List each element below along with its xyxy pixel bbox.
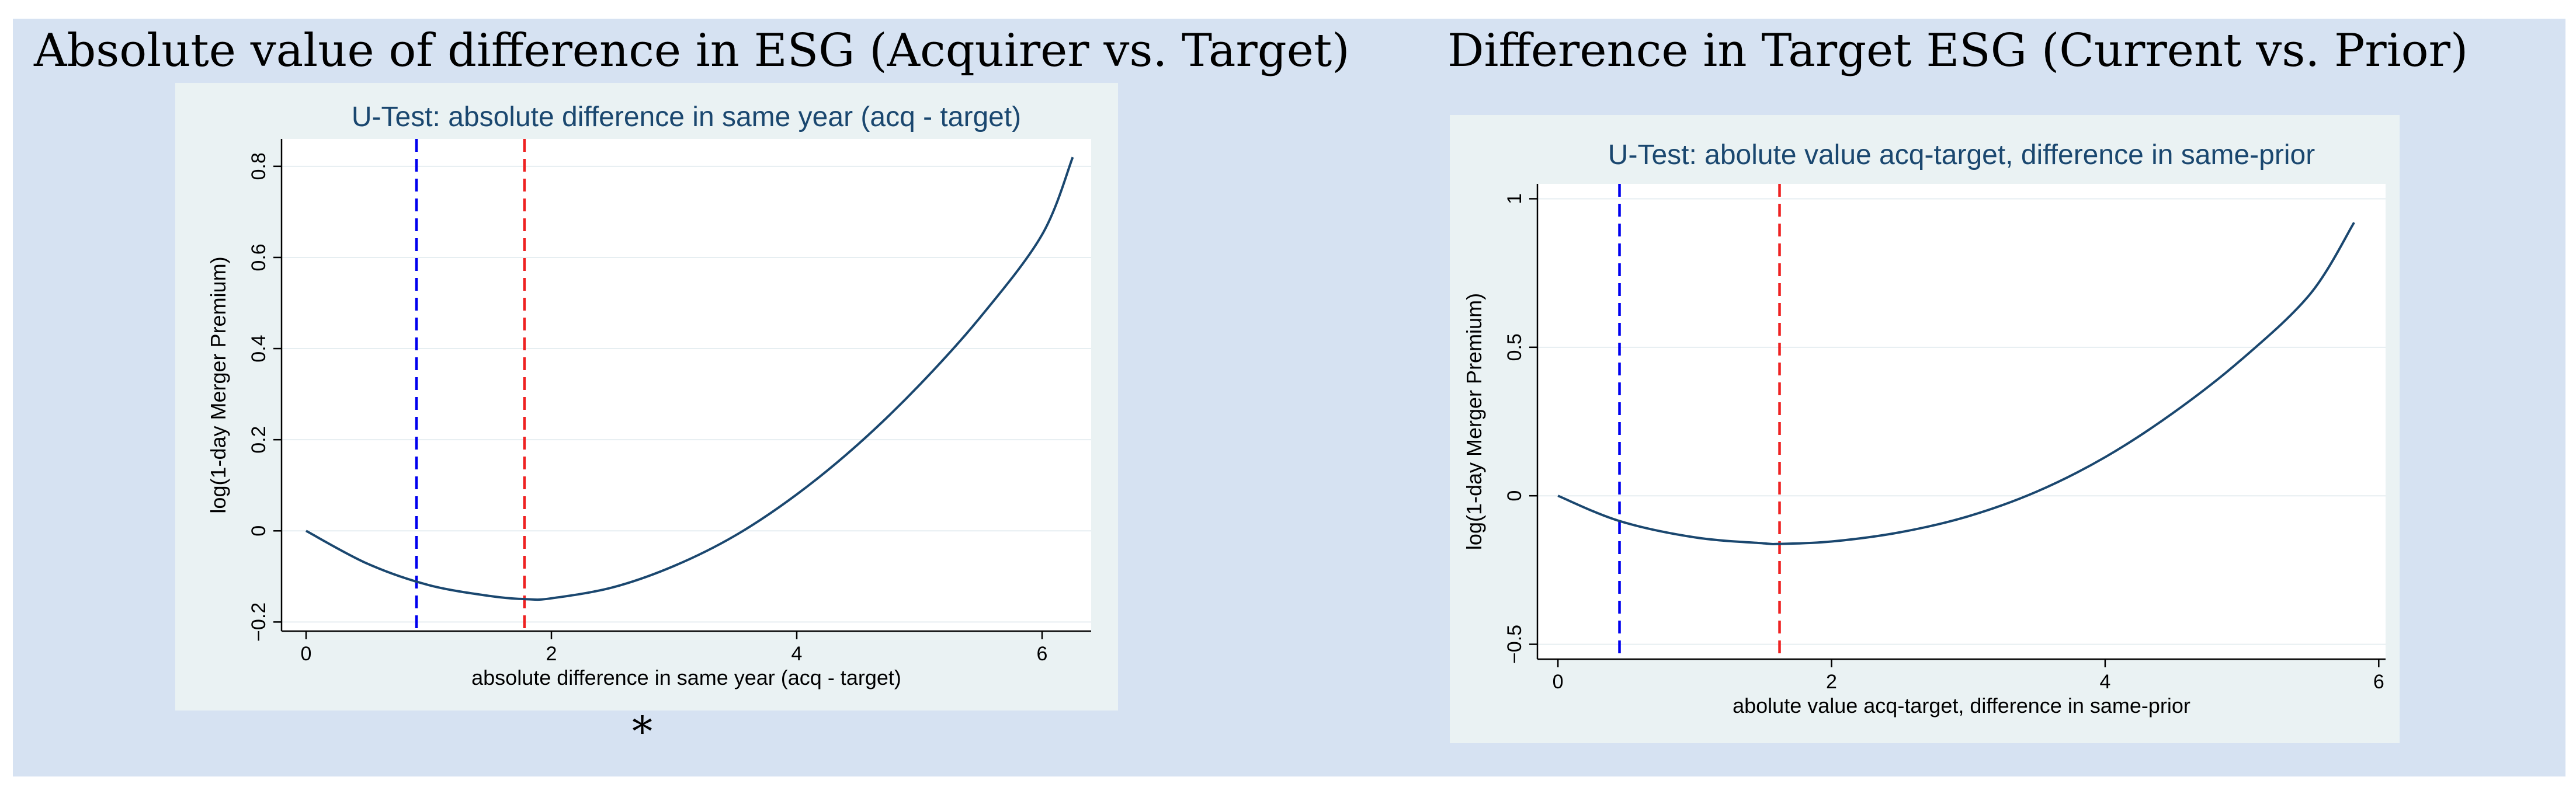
chart1-series-line-0 — [1557, 222, 2355, 545]
chart0-x-tick-label-1: 2 — [546, 643, 557, 665]
chart1-y-axis-label: log(1-day Merger Premium) — [1462, 293, 1486, 550]
chart1-x-tick-label-2: 4 — [2099, 671, 2110, 693]
left-chart: 0 2 4 6 −0.2 0 0.2 0.4 0.6 0.8 U-Test: absolute di… — [206, 102, 1091, 689]
chart0-y-tick-label-2: 0.2 — [248, 426, 270, 454]
chart0-title: U-Test: absolute difference in same year… — [352, 102, 1021, 133]
chart0-y-tick-label-0: −0.2 — [248, 603, 270, 642]
chart1-x-tick-label-1: 2 — [1826, 671, 1837, 693]
left-chart-panel: 0 2 4 6 −0.2 0 0.2 0.4 0.6 0.8 U-Test: absolute di… — [175, 83, 1118, 711]
chart1-y-tick-label-0: −0.5 — [1504, 625, 1526, 664]
chart0-series-line-0 — [305, 156, 1074, 601]
chart1-x-tick-label-3: 6 — [2373, 671, 2384, 693]
chart0-x-tick-label-0: 0 — [301, 643, 312, 665]
chart1-y-tick-label-1: 0 — [1504, 490, 1526, 502]
right-heading: Difference in Target ESG (Current vs. Pr… — [1447, 25, 2469, 77]
chart0-x-tick-label-3: 6 — [1037, 643, 1048, 665]
chart1-x-axis-label: abolute value acq-target, difference in … — [1733, 694, 2190, 718]
chart0-y-tick-label-3: 0.4 — [248, 335, 270, 362]
chart1-y-tick-label-2: 0.5 — [1504, 333, 1526, 361]
chart1-title: U-Test: abolute value acq-target, differ… — [1608, 140, 2315, 170]
chart0-x-tick-label-2: 4 — [791, 643, 803, 665]
chart1-y-tick-label-3: 1 — [1504, 193, 1526, 204]
chart0-y-tick-label-1: 0 — [248, 525, 270, 537]
chart0-y-tick-label-5: 0.8 — [248, 152, 270, 180]
chart0-y-axis-label: log(1-day Merger Premium) — [206, 256, 230, 513]
chart0-x-axis-label: absolute difference in same year (acq - … — [471, 666, 901, 689]
slide-background: Absolute value of difference in ESG (Acq… — [13, 19, 2565, 776]
chart0-plot-area — [282, 139, 1091, 631]
chart0-y-tick-label-4: 0.6 — [248, 243, 270, 271]
left-heading: Absolute value of difference in ESG (Acq… — [34, 25, 1350, 77]
right-chart: 0 2 4 6 −0.5 0 0.5 1 U-Test: abolute value acq-t… — [1462, 140, 2386, 718]
footnote-marker: * — [632, 708, 652, 755]
right-chart-panel: 0 2 4 6 −0.5 0 0.5 1 U-Test: abolute value acq-t… — [1450, 115, 2400, 743]
chart1-x-tick-label-0: 0 — [1553, 671, 1564, 693]
chart1-plot-area — [1537, 184, 2386, 659]
